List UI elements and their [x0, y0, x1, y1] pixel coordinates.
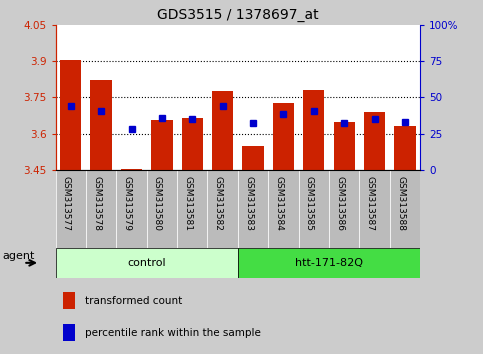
Bar [238, 248, 420, 278]
Bar [334, 121, 355, 170]
Bar [303, 90, 325, 170]
Title: GDS3515 / 1378697_at: GDS3515 / 1378697_at [157, 8, 319, 22]
Text: htt-171-82Q: htt-171-82Q [295, 258, 363, 268]
Text: GSM313584: GSM313584 [274, 176, 284, 231]
Bar [212, 91, 233, 170]
Text: GSM313588: GSM313588 [396, 176, 405, 231]
Text: agent: agent [3, 251, 35, 261]
Bar [60, 60, 81, 170]
Text: GSM313577: GSM313577 [62, 176, 71, 231]
Bar [329, 170, 359, 248]
Bar [182, 118, 203, 170]
Text: GSM313581: GSM313581 [183, 176, 192, 231]
Text: percentile rank within the sample: percentile rank within the sample [85, 328, 260, 338]
Text: control: control [128, 258, 166, 268]
Bar [298, 170, 329, 248]
Bar [147, 170, 177, 248]
Bar [151, 120, 172, 170]
Bar [56, 170, 86, 248]
Text: GSM313582: GSM313582 [213, 176, 223, 231]
Text: GSM313587: GSM313587 [366, 176, 375, 231]
Bar [238, 170, 268, 248]
Text: GSM313585: GSM313585 [305, 176, 314, 231]
Bar [359, 170, 390, 248]
Bar [90, 80, 112, 170]
Bar [177, 170, 208, 248]
Bar [268, 170, 298, 248]
Bar [86, 170, 116, 248]
Bar [63, 292, 75, 309]
Text: GSM313578: GSM313578 [92, 176, 101, 231]
Bar [121, 169, 142, 170]
Bar [242, 146, 264, 170]
Text: GSM313586: GSM313586 [335, 176, 344, 231]
Text: GSM313579: GSM313579 [123, 176, 131, 231]
Bar [56, 248, 238, 278]
Bar [116, 170, 147, 248]
Bar [63, 324, 75, 341]
Bar [390, 170, 420, 248]
Bar [395, 126, 416, 170]
Bar [208, 170, 238, 248]
Text: GSM313580: GSM313580 [153, 176, 162, 231]
Bar [364, 112, 385, 170]
Text: GSM313583: GSM313583 [244, 176, 253, 231]
Text: transformed count: transformed count [85, 296, 182, 306]
Bar [273, 103, 294, 170]
